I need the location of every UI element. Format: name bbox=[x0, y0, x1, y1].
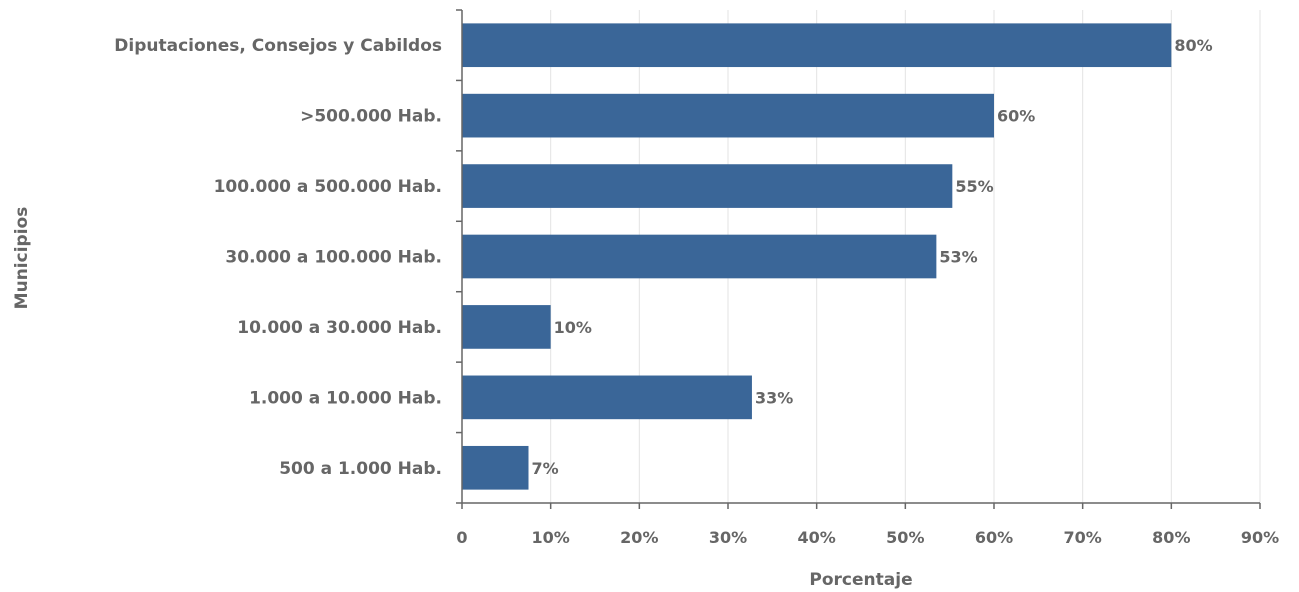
category-label: 100.000 a 500.000 Hab. bbox=[214, 177, 442, 197]
data-label: 53% bbox=[939, 248, 977, 267]
x-tick-label: 40% bbox=[798, 528, 836, 547]
x-tick-label: 0 bbox=[456, 528, 467, 547]
category-label: 30.000 a 100.000 Hab. bbox=[225, 248, 442, 268]
category-labels: Diputaciones, Consejos y Cabildos >500.00… bbox=[114, 36, 442, 479]
data-labels: 80% 60% 55% 53% 10% 33% 7% bbox=[532, 36, 1213, 478]
category-label: Diputaciones, Consejos y Cabildos bbox=[114, 36, 442, 56]
x-tick-label: 90% bbox=[1241, 528, 1279, 547]
bar bbox=[462, 375, 752, 420]
axes bbox=[461, 10, 1260, 504]
bar bbox=[462, 234, 937, 279]
data-label: 10% bbox=[554, 318, 592, 337]
x-tick-label: 60% bbox=[975, 528, 1013, 547]
bar bbox=[462, 305, 551, 349]
bar bbox=[462, 93, 994, 138]
bar bbox=[462, 445, 529, 490]
x-tick-label: 20% bbox=[620, 528, 658, 547]
data-label: 80% bbox=[1174, 36, 1212, 55]
bar bbox=[462, 164, 953, 208]
data-label: 7% bbox=[532, 459, 559, 478]
x-tick-labels: 0 10% 20% 30% 40% 50% 60% 70% 80% 90% bbox=[456, 528, 1279, 547]
data-label: 55% bbox=[955, 177, 993, 196]
x-tick-label: 10% bbox=[532, 528, 570, 547]
category-label: 10.000 a 30.000 Hab. bbox=[237, 318, 442, 338]
category-label: 500 a 1.000 Hab. bbox=[279, 459, 442, 479]
category-label: >500.000 Hab. bbox=[300, 107, 442, 127]
y-axis-title: Municipios bbox=[12, 207, 32, 310]
x-tick-label: 30% bbox=[709, 528, 747, 547]
x-tick-label: 80% bbox=[1152, 528, 1190, 547]
x-axis-title: Porcentaje bbox=[809, 570, 912, 590]
bars bbox=[462, 23, 1172, 490]
x-tick-label: 70% bbox=[1064, 528, 1102, 547]
data-label: 33% bbox=[755, 388, 793, 407]
x-tick-label: 50% bbox=[886, 528, 924, 547]
bar bbox=[462, 23, 1172, 68]
category-label: 1.000 a 10.000 Hab. bbox=[249, 388, 442, 408]
data-label: 60% bbox=[997, 107, 1035, 126]
